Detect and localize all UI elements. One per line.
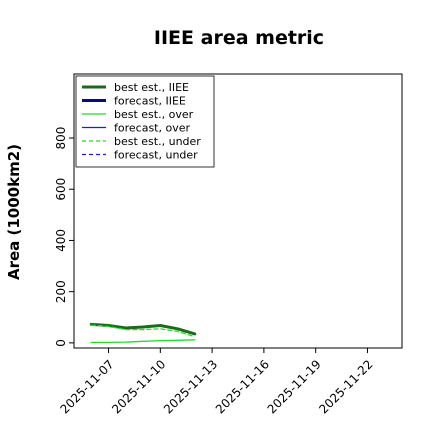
y-tick-label: 0	[54, 339, 68, 347]
x-tick-label: 2025-11-16	[213, 357, 272, 416]
series-line	[90, 324, 196, 338]
chart-title: IIEE area metric	[154, 27, 324, 49]
legend-entry-label: forecast, over	[114, 122, 190, 135]
y-tick-label: 400	[54, 229, 68, 252]
x-tick-label: 2025-11-22	[316, 357, 375, 416]
x-tick-label: 2025-11-10	[109, 357, 168, 416]
y-tick-label: 200	[54, 280, 68, 303]
series-line	[90, 339, 196, 344]
x-tick-label: 2025-11-19	[265, 357, 324, 416]
y-tick-label: 800	[54, 127, 68, 150]
series-lines	[89, 322, 197, 344]
legend-entry-label: best est., IIEE	[114, 81, 189, 94]
legend-frame	[75, 75, 215, 168]
legend-entry-label: forecast, IIEE	[114, 95, 186, 108]
plot-area-frame	[73, 73, 403, 349]
legend-entry-label: best est., over	[114, 108, 194, 121]
y-axis: 0 200 400 600 800	[54, 127, 74, 347]
legend-entry-label: best est., under	[114, 135, 201, 148]
x-axis: 2025-11-072025-11-102025-11-132025-11-16…	[57, 348, 376, 416]
y-axis-label: Area (1000km2)	[5, 144, 23, 280]
y-tick-label: 600	[54, 178, 68, 201]
series-line	[89, 322, 197, 336]
x-tick-label: 2025-11-07	[57, 357, 116, 416]
x-tick-label: 2025-11-13	[161, 357, 220, 416]
legend-entry-label: forecast, under	[114, 149, 198, 162]
